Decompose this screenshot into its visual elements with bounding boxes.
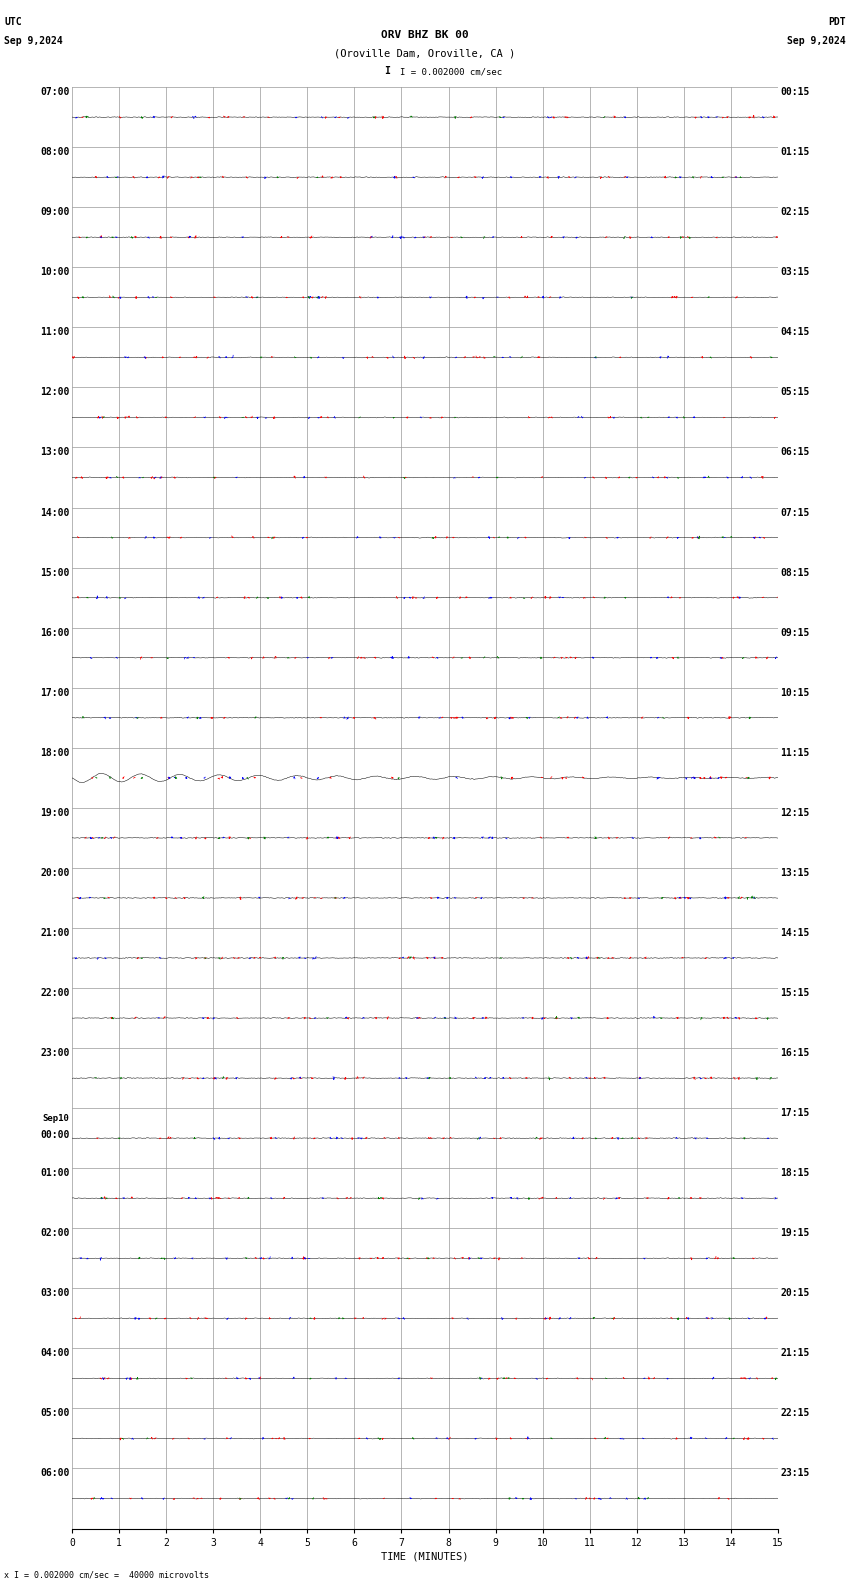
- Text: 23:00: 23:00: [40, 1049, 70, 1058]
- Text: UTC: UTC: [4, 17, 22, 27]
- Text: 02:00: 02:00: [40, 1228, 70, 1239]
- Text: 21:00: 21:00: [40, 928, 70, 938]
- Text: 19:00: 19:00: [40, 808, 70, 817]
- Text: 10:15: 10:15: [780, 687, 810, 697]
- Text: 19:15: 19:15: [780, 1228, 810, 1239]
- Text: 16:15: 16:15: [780, 1049, 810, 1058]
- Text: 16:00: 16:00: [40, 627, 70, 638]
- Text: ORV BHZ BK 00: ORV BHZ BK 00: [381, 30, 469, 40]
- Text: 00:00: 00:00: [40, 1129, 70, 1140]
- Text: 03:15: 03:15: [780, 268, 810, 277]
- Text: 10:00: 10:00: [40, 268, 70, 277]
- Text: 22:15: 22:15: [780, 1408, 810, 1418]
- Text: 09:00: 09:00: [40, 208, 70, 217]
- Text: 08:15: 08:15: [780, 567, 810, 578]
- Text: 11:15: 11:15: [780, 748, 810, 757]
- Text: 20:00: 20:00: [40, 868, 70, 878]
- Text: I = 0.002000 cm/sec: I = 0.002000 cm/sec: [400, 67, 502, 76]
- Text: 05:00: 05:00: [40, 1408, 70, 1418]
- Text: 13:15: 13:15: [780, 868, 810, 878]
- Text: Sep 9,2024: Sep 9,2024: [787, 36, 846, 46]
- Text: 06:15: 06:15: [780, 447, 810, 458]
- Text: Sep10: Sep10: [42, 1114, 70, 1123]
- Text: 07:15: 07:15: [780, 507, 810, 518]
- Text: 03:00: 03:00: [40, 1288, 70, 1299]
- Text: 14:00: 14:00: [40, 507, 70, 518]
- Text: PDT: PDT: [828, 17, 846, 27]
- Text: 07:00: 07:00: [40, 87, 70, 97]
- Text: 05:15: 05:15: [780, 388, 810, 398]
- Text: 18:15: 18:15: [780, 1167, 810, 1178]
- Text: 18:00: 18:00: [40, 748, 70, 757]
- Text: x I = 0.002000 cm/sec =  40000 microvolts: x I = 0.002000 cm/sec = 40000 microvolts: [4, 1570, 209, 1579]
- Text: I: I: [384, 67, 389, 76]
- Text: 22:00: 22:00: [40, 988, 70, 998]
- Text: 14:15: 14:15: [780, 928, 810, 938]
- Text: 17:00: 17:00: [40, 687, 70, 697]
- Text: 01:00: 01:00: [40, 1167, 70, 1178]
- X-axis label: TIME (MINUTES): TIME (MINUTES): [382, 1552, 468, 1562]
- Text: 12:00: 12:00: [40, 388, 70, 398]
- Text: Sep 9,2024: Sep 9,2024: [4, 36, 63, 46]
- Text: 01:15: 01:15: [780, 147, 810, 157]
- Text: 08:00: 08:00: [40, 147, 70, 157]
- Text: 12:15: 12:15: [780, 808, 810, 817]
- Text: 23:15: 23:15: [780, 1468, 810, 1478]
- Text: 04:15: 04:15: [780, 328, 810, 337]
- Text: 17:15: 17:15: [780, 1109, 810, 1118]
- Text: 06:00: 06:00: [40, 1468, 70, 1478]
- Text: 00:15: 00:15: [780, 87, 810, 97]
- Text: 15:00: 15:00: [40, 567, 70, 578]
- Text: 21:15: 21:15: [780, 1348, 810, 1359]
- Text: 20:15: 20:15: [780, 1288, 810, 1299]
- Text: 09:15: 09:15: [780, 627, 810, 638]
- Text: 02:15: 02:15: [780, 208, 810, 217]
- Text: 04:00: 04:00: [40, 1348, 70, 1359]
- Text: 13:00: 13:00: [40, 447, 70, 458]
- Text: 15:15: 15:15: [780, 988, 810, 998]
- Text: (Oroville Dam, Oroville, CA ): (Oroville Dam, Oroville, CA ): [334, 49, 516, 59]
- Text: 11:00: 11:00: [40, 328, 70, 337]
